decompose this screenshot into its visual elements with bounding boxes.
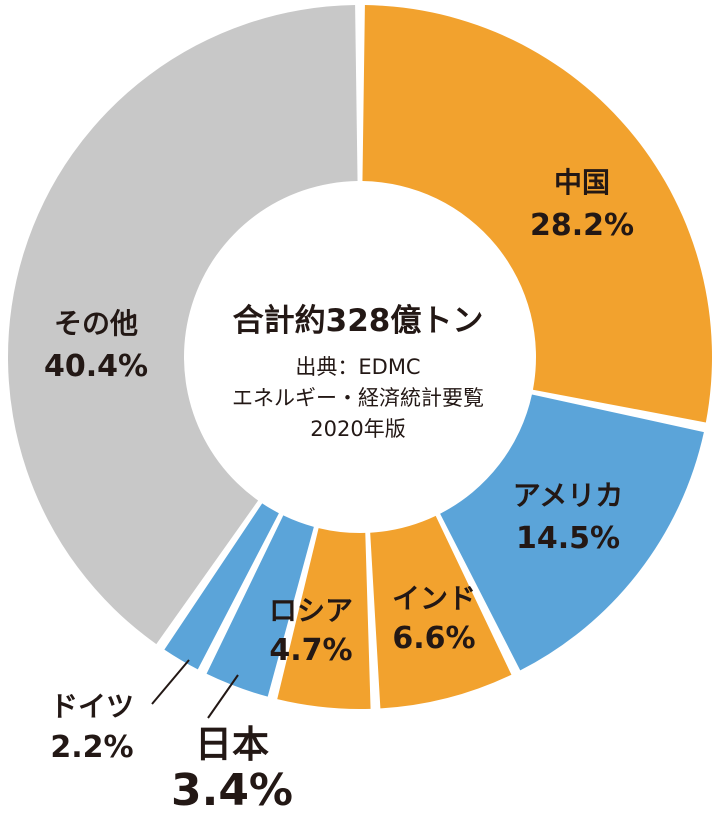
center-text: 合計約328億トン 出典：EDMC エネルギー・経済統計要覧 2020年版 bbox=[232, 303, 484, 441]
leader-lines bbox=[151, 659, 239, 719]
label-india-value: 6.6% bbox=[392, 621, 475, 656]
labels-group: 中国 28.2% アメリカ 14.5% インド 6.6% ロシア 4.7% 日本3.4% ドイツ 2… bbox=[44, 166, 634, 816]
label-russia-value: 4.7% bbox=[269, 633, 352, 668]
label-germany-value: 2.2% bbox=[50, 730, 133, 765]
label-india-name: インド bbox=[392, 582, 476, 615]
label-china-name: 中国 bbox=[554, 166, 610, 199]
label-japan-value: 3.4% bbox=[171, 765, 293, 816]
leader-line-japan bbox=[207, 674, 239, 719]
label-germany-name: ドイツ bbox=[50, 690, 134, 723]
label-other-name: その他 bbox=[54, 307, 138, 340]
label-japan-name: 日本 bbox=[195, 723, 269, 766]
center-source-line-1: 出典：EDMC bbox=[295, 355, 420, 379]
slice-germany bbox=[164, 503, 279, 670]
slice-china bbox=[362, 5, 712, 423]
slice-india bbox=[370, 515, 512, 709]
slices-group bbox=[8, 5, 712, 709]
label-china-value: 28.2% bbox=[530, 208, 634, 243]
center-source-line-3: 2020年版 bbox=[310, 417, 405, 441]
label-other-value: 40.4% bbox=[44, 349, 148, 384]
slice-usa bbox=[440, 394, 704, 671]
slice-japan bbox=[206, 515, 314, 697]
slice-russia bbox=[277, 528, 371, 709]
label-usa-name: アメリカ bbox=[513, 479, 624, 512]
center-source-line-2: エネルギー・経済統計要覧 bbox=[232, 386, 484, 410]
label-russia-name: ロシア bbox=[269, 594, 353, 627]
leader-line-germany bbox=[151, 659, 190, 705]
label-usa-value: 14.5% bbox=[516, 521, 620, 556]
center-title: 合計約328億トン bbox=[233, 303, 484, 339]
slice-other bbox=[8, 5, 358, 645]
